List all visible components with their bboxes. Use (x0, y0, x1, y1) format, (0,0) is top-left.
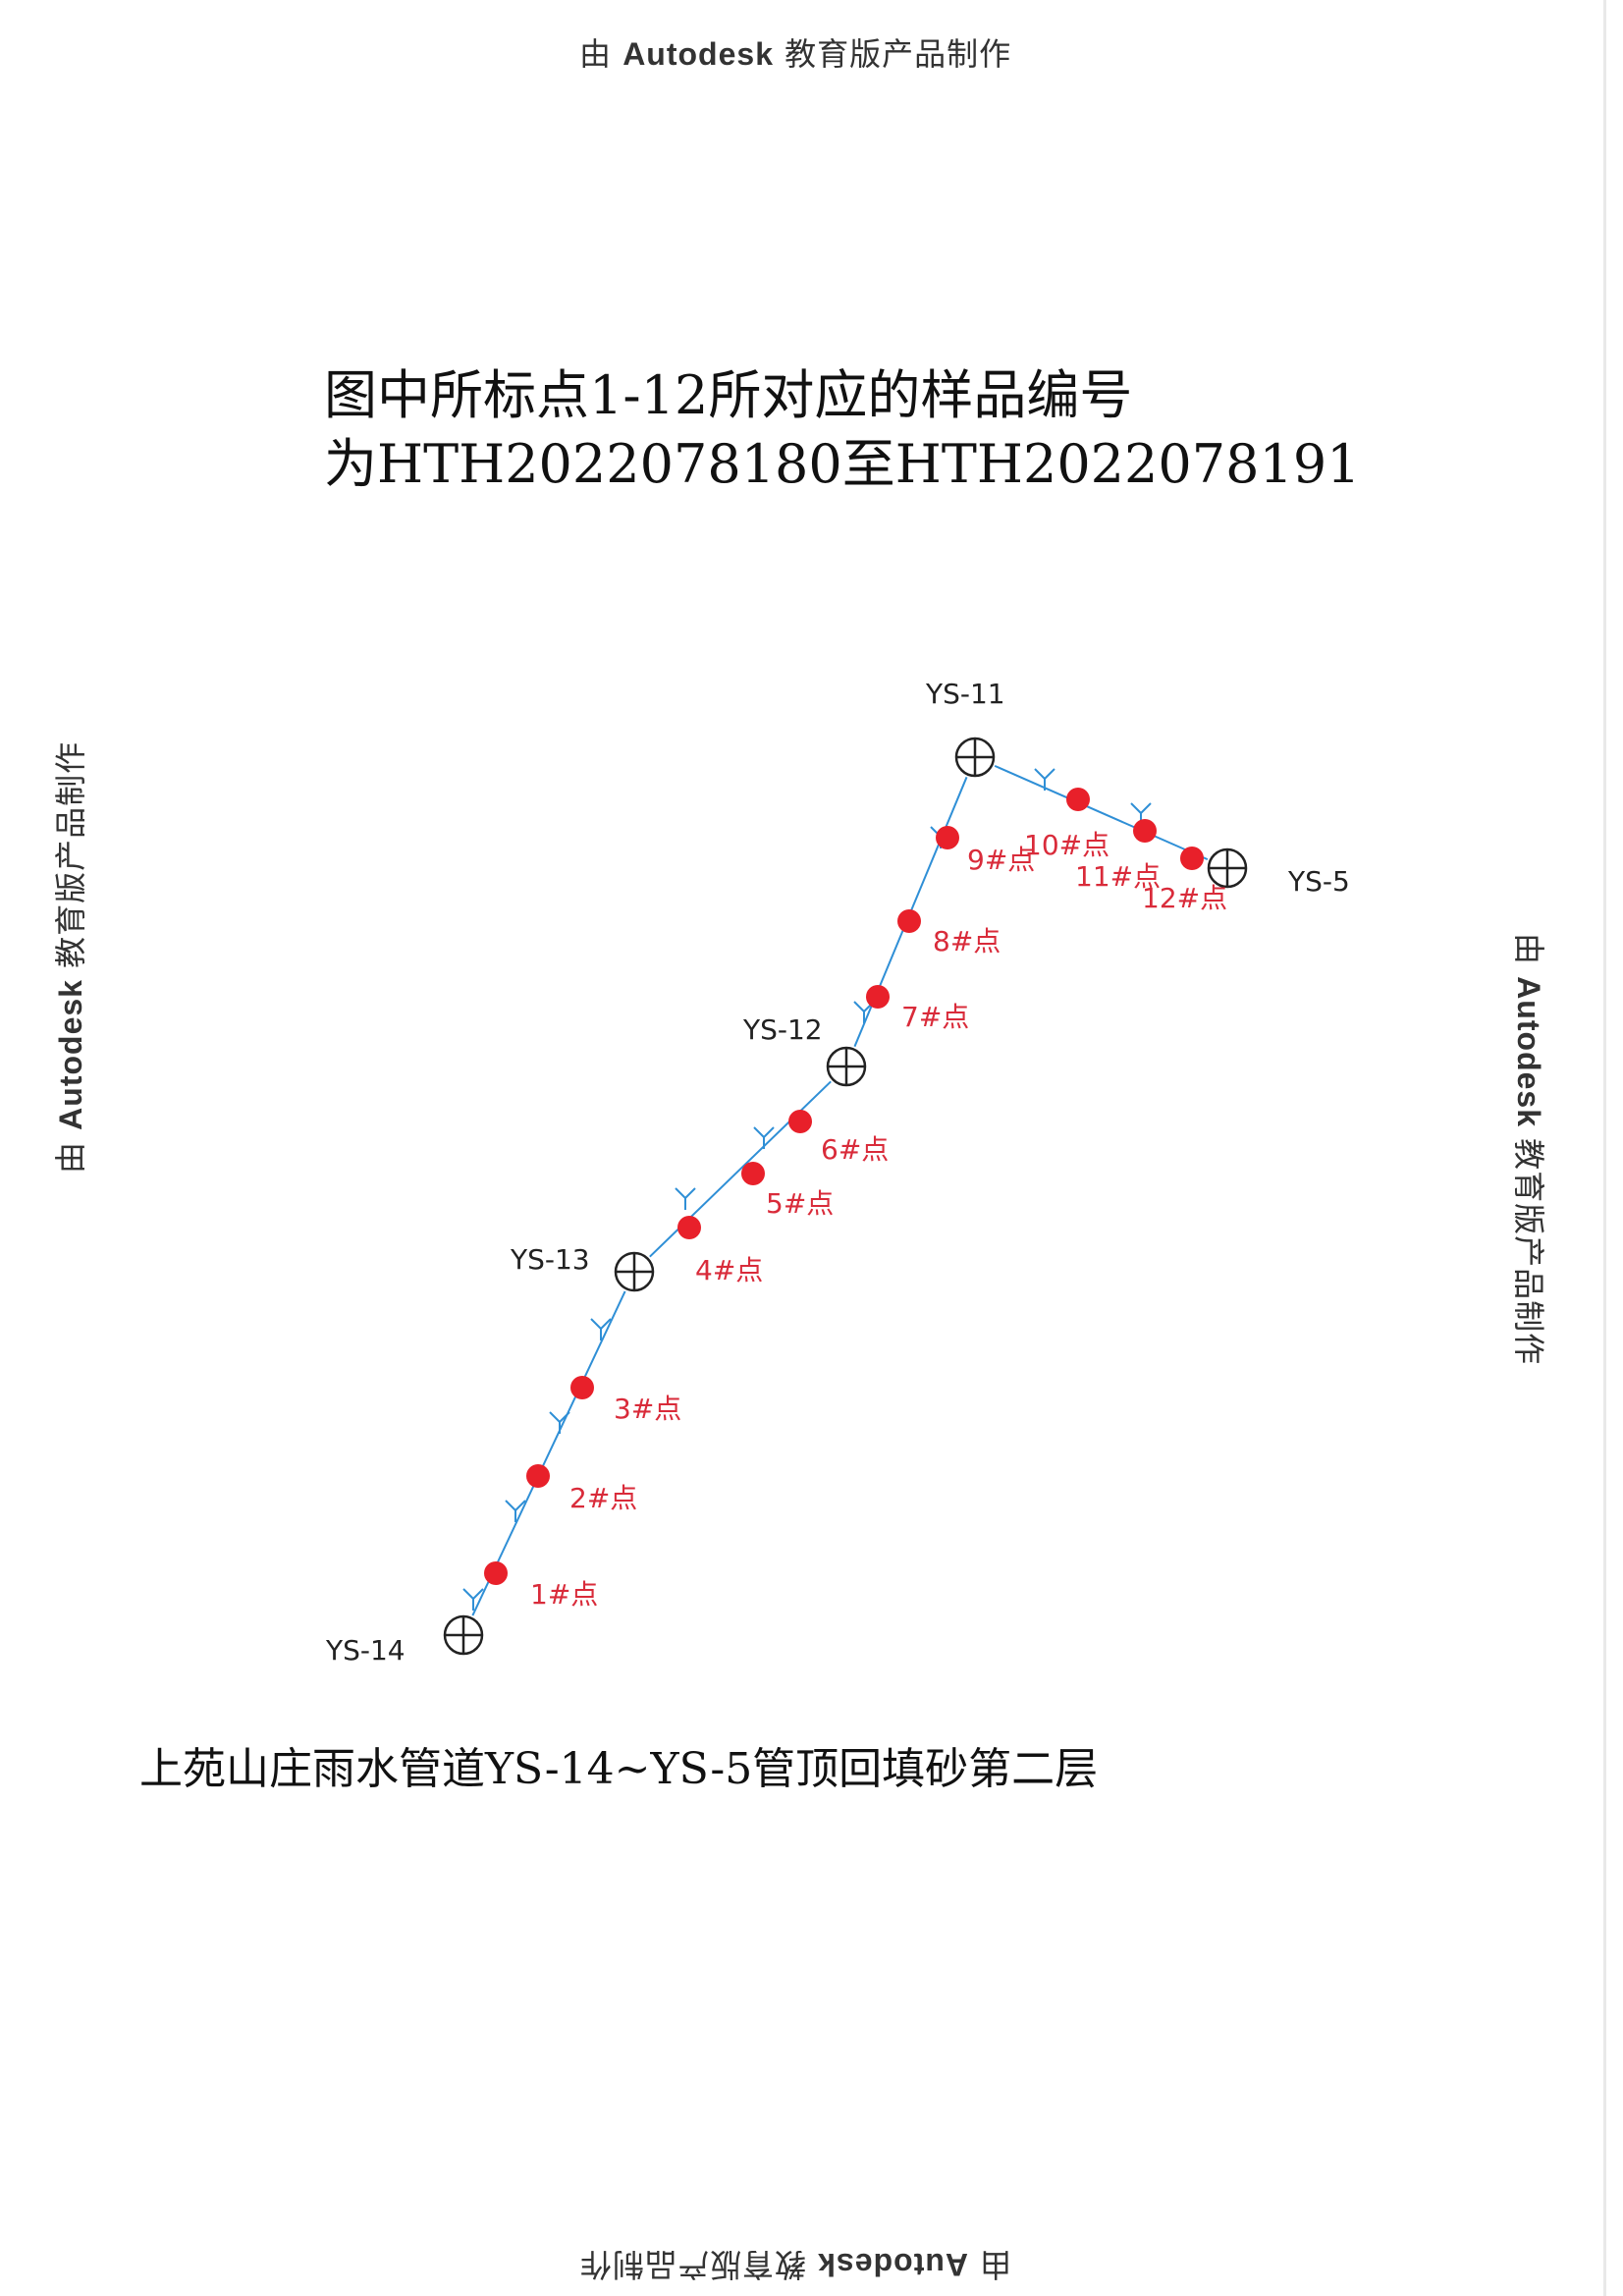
sample-point-marker (526, 1464, 550, 1488)
sample-point-marker (788, 1110, 812, 1133)
sample-point-label: 1#点 (530, 1578, 598, 1611)
sample-point-label: 2#点 (569, 1482, 637, 1514)
manhole-label: YS-13 (510, 1243, 590, 1276)
manhole-ys-12-icon (826, 1046, 867, 1087)
sample-point-label: 12#点 (1142, 882, 1227, 914)
heading-line-2: 为HTH2022078180至HTH2022078191 (324, 433, 1361, 495)
sample-point-label: 8#点 (933, 925, 1001, 957)
manhole-ys-11-icon (954, 737, 996, 778)
pipeline-caption: 上苑山庄雨水管道YS-14~YS-5管顶回填砂第二层 (139, 1744, 1099, 1794)
sample-point-label: 10#点 (1024, 829, 1109, 861)
flow-arrow-icon (462, 1588, 484, 1611)
sample-point-marker (570, 1376, 594, 1399)
manhole-ys-14-icon (443, 1614, 484, 1656)
sample-point-marker (866, 985, 890, 1009)
sample-point-label: 5#点 (766, 1187, 834, 1220)
sample-point-label: 9#点 (967, 844, 1035, 876)
manhole-label: YS-14 (325, 1634, 406, 1667)
sample-point-marker (484, 1561, 508, 1585)
sample-point-label: 3#点 (614, 1393, 681, 1425)
manhole-label: YS-12 (742, 1013, 823, 1046)
flow-arrow-icon (590, 1318, 612, 1340)
sample-point-marker (936, 826, 959, 849)
sample-point-label: 7#点 (901, 1001, 969, 1033)
manhole-label: YS-11 (925, 678, 1005, 710)
manhole-ys-5-icon (1207, 847, 1248, 889)
flow-arrow-icon (753, 1126, 775, 1149)
sample-point-label: 4#点 (695, 1254, 763, 1286)
pipe-segment (994, 764, 1209, 861)
sample-points: 1#点 2#点 3#点 4#点 5#点 6#点 7#点 8#点 9#点10#点11#点12#点 (484, 788, 1227, 1611)
sample-point-marker (1180, 847, 1204, 870)
autodesk-watermark-top: 由 Autodesk 教育版产品制作 (579, 35, 1012, 73)
sample-point-label: 6#点 (821, 1133, 889, 1166)
manholes: YS-14 YS-13 YS-12 YS-11 YS-5 (325, 678, 1350, 1667)
manhole-ys-13-icon (614, 1251, 655, 1292)
sample-number-heading: 图中所标点1-12所对应的样品编号 为HTH2022078180至HTH2022… (324, 361, 1361, 499)
scan-edge (1603, 0, 1606, 2296)
pipe-segment (649, 1080, 832, 1258)
sample-point-marker (741, 1162, 765, 1185)
flow-arrow-icon (505, 1500, 526, 1522)
flow-arrow-icon (549, 1411, 570, 1434)
flow-arrow-icon (1034, 768, 1055, 791)
pipe-segment (471, 1290, 626, 1616)
heading-line-1: 图中所标点1-12所对应的样品编号 (324, 364, 1133, 426)
sample-point-marker (1066, 788, 1090, 811)
sample-point-marker (897, 909, 921, 933)
sample-point-marker (1133, 819, 1157, 843)
manhole-label: YS-5 (1287, 865, 1350, 898)
flow-arrow-icon (675, 1187, 696, 1210)
sample-point-label: 11#点 (1075, 860, 1161, 893)
sample-point-marker (677, 1216, 701, 1239)
